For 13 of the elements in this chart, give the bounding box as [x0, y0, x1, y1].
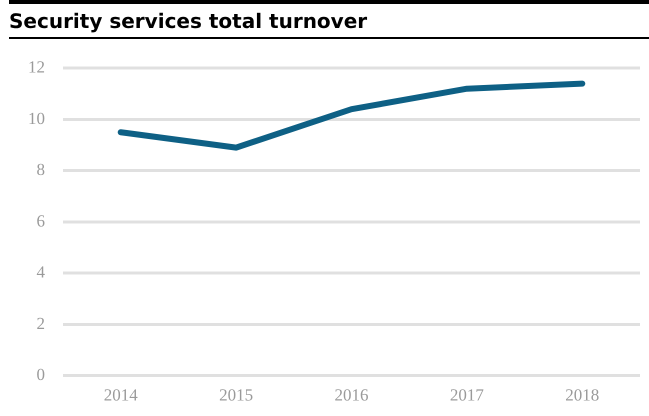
- y-tick-label: 2: [36, 314, 45, 333]
- y-tick-label: 8: [36, 160, 45, 180]
- x-tick-label: 2015: [219, 385, 254, 404]
- x-tick-label: 2017: [450, 385, 484, 404]
- x-tick-label: 2016: [334, 385, 368, 404]
- y-tick-label: 12: [28, 58, 45, 77]
- x-tick-label: 2014: [104, 385, 138, 404]
- y-tick-label: 10: [28, 108, 45, 128]
- x-tick-label: 2018: [565, 385, 600, 404]
- y-tick-label: 4: [36, 262, 46, 282]
- y-tick-label: 6: [36, 211, 45, 230]
- y-tick-label: 0: [36, 365, 45, 384]
- chart-title: Security services total turnover: [9, 9, 368, 33]
